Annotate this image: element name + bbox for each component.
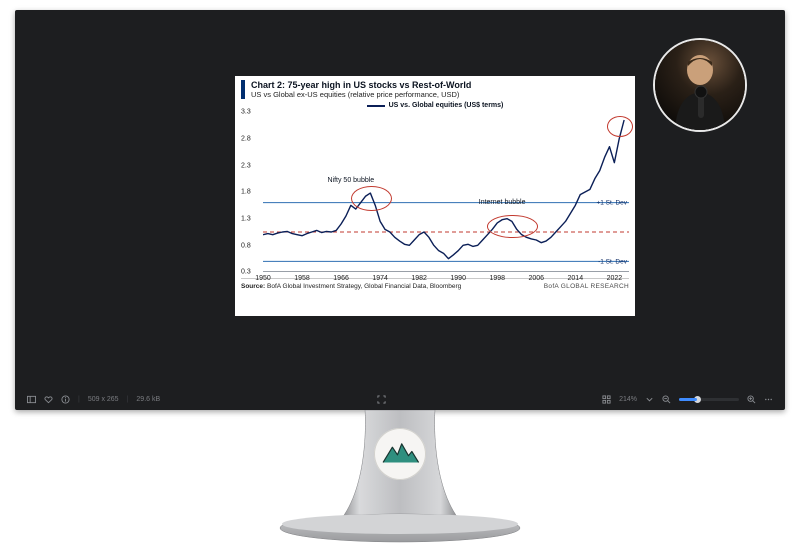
monitor-screen: Chart 2: 75-year high in US stocks vs Re… bbox=[15, 10, 785, 410]
chart-source: Source: BofA Global Investment Strategy,… bbox=[241, 283, 461, 290]
chart-brand: BofA GLOBAL RESEARCH bbox=[544, 283, 629, 290]
stage: Chart 2: 75-year high in US stocks vs Re… bbox=[0, 0, 800, 559]
zoom-slider-knob[interactable] bbox=[694, 396, 701, 403]
source-text: BofA Global Investment Strategy, Global … bbox=[267, 283, 461, 290]
sidebar-toggle-icon[interactable] bbox=[27, 395, 36, 404]
legend-label: US vs. Global equities (US$ terms) bbox=[389, 102, 504, 109]
zoom-slider[interactable] bbox=[679, 398, 739, 401]
chart-legend: US vs. Global equities (US$ terms) bbox=[235, 102, 635, 109]
chart-svg bbox=[263, 112, 629, 272]
chart-accent-bar bbox=[241, 80, 245, 99]
zoom-percent: 214% bbox=[619, 396, 637, 403]
brand-mountain-icon bbox=[374, 428, 426, 480]
source-prefix: Source: bbox=[241, 283, 265, 290]
monitor-stand bbox=[270, 410, 530, 550]
grid-icon[interactable] bbox=[602, 395, 611, 404]
chevron-down-icon[interactable] bbox=[645, 395, 654, 404]
more-icon[interactable] bbox=[764, 395, 773, 404]
info-icon[interactable] bbox=[61, 395, 70, 404]
chart-card: Chart 2: 75-year high in US stocks vs Re… bbox=[235, 76, 635, 316]
viewer-toolbar: | 509 x 265 | 29.6 kB 214% bbox=[27, 392, 773, 406]
chart-subtitle: US vs Global ex-US equities (relative pr… bbox=[251, 90, 471, 99]
webcam-overlay bbox=[653, 38, 747, 132]
image-filesize: 29.6 kB bbox=[136, 396, 160, 403]
chart-title: Chart 2: 75-year high in US stocks vs Re… bbox=[251, 80, 471, 90]
like-icon[interactable] bbox=[44, 395, 53, 404]
fit-screen-icon[interactable] bbox=[377, 395, 386, 404]
image-dimensions: 509 x 265 bbox=[88, 396, 119, 403]
legend-swatch bbox=[367, 105, 385, 107]
toolbar-separator: | bbox=[127, 396, 129, 403]
zoom-out-icon[interactable] bbox=[662, 395, 671, 404]
chart-header: Chart 2: 75-year high in US stocks vs Re… bbox=[235, 76, 635, 101]
zoom-in-icon[interactable] bbox=[747, 395, 756, 404]
toolbar-separator: | bbox=[78, 396, 80, 403]
chart-plot-area: 0.30.81.31.82.32.83.31950195819661974198… bbox=[263, 112, 629, 272]
